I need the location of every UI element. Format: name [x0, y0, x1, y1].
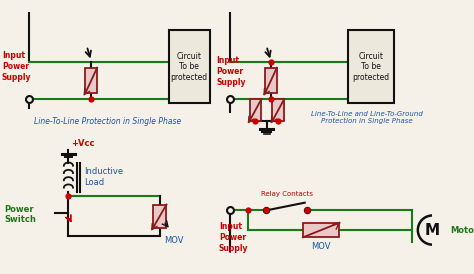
- Text: Input
Power
Supply: Input Power Supply: [219, 222, 248, 253]
- Text: MOV: MOV: [164, 236, 184, 246]
- Bar: [153, 204, 166, 228]
- Text: Motor: Motor: [450, 226, 474, 235]
- Text: MOV: MOV: [311, 242, 331, 251]
- Text: Line-To-Line and Line-To-Ground
Protection in Single Phase: Line-To-Line and Line-To-Ground Protecti…: [311, 110, 423, 124]
- Bar: [265, 68, 277, 93]
- Bar: [303, 223, 339, 237]
- Text: Power
Switch: Power Switch: [5, 205, 36, 224]
- Bar: [273, 99, 284, 121]
- Text: Circuit
To be
protected: Circuit To be protected: [171, 52, 208, 82]
- Bar: [249, 99, 261, 121]
- Text: +Vcc: +Vcc: [71, 139, 95, 148]
- Text: Relay Contacts: Relay Contacts: [261, 191, 313, 197]
- Text: Input
Power
Supply: Input Power Supply: [216, 56, 246, 87]
- Text: Input
Power
Supply: Input Power Supply: [2, 51, 31, 82]
- Text: Circuit
To be
protected: Circuit To be protected: [353, 52, 390, 82]
- Bar: [169, 30, 210, 103]
- Bar: [348, 30, 394, 103]
- Text: Inductive
Load: Inductive Load: [84, 167, 123, 187]
- Text: Line-To-Line Protection in Single Phase: Line-To-Line Protection in Single Phase: [34, 117, 181, 126]
- Bar: [85, 68, 97, 93]
- Text: M: M: [425, 222, 440, 238]
- Circle shape: [418, 215, 447, 245]
